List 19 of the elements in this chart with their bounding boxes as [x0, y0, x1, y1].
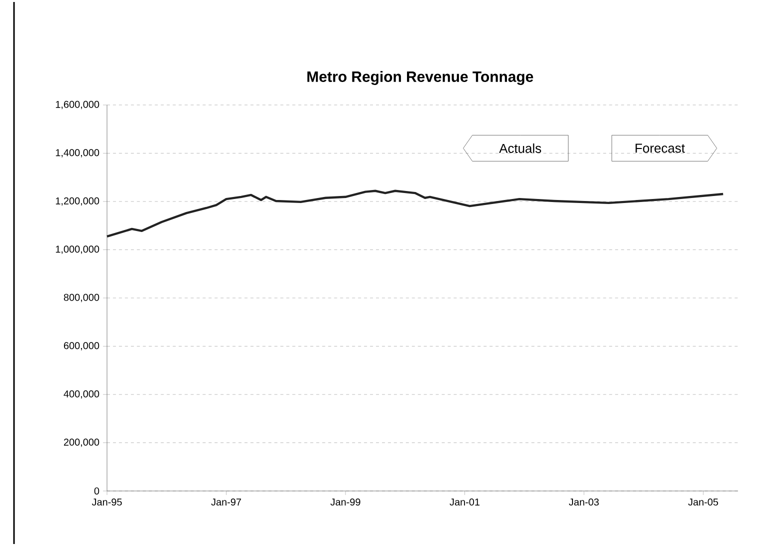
y-tick-label: 1,600,000 [56, 100, 100, 110]
y-tick-label: 1,400,000 [56, 149, 100, 158]
y-tick-label: 1,200,000 [56, 197, 100, 206]
annotation: Actuals [499, 143, 542, 153]
x-tick-label: Jan-95 [92, 498, 122, 506]
x-tick-label: Jan-99 [330, 498, 360, 506]
y-tick-label: 0 [94, 487, 100, 495]
x-tick-label: Jan-01 [450, 498, 480, 506]
y-tick-label: 1,000,000 [56, 246, 100, 254]
y-tick-label: 200,000 [64, 438, 100, 447]
line-series [106, 190, 724, 238]
y-tick-label: 400,000 [64, 390, 100, 399]
x-tick-label: Jan-97 [211, 498, 241, 506]
chart-title: Metro Region Revenue Tonnage [307, 70, 534, 85]
y-tick-label: 600,000 [64, 342, 100, 350]
y-tick-label: 800,000 [64, 294, 100, 302]
annotation: Forecast [636, 144, 685, 153]
x-tick-label: Jan-03 [568, 498, 599, 506]
x-tick-label: Jan-05 [688, 498, 718, 506]
